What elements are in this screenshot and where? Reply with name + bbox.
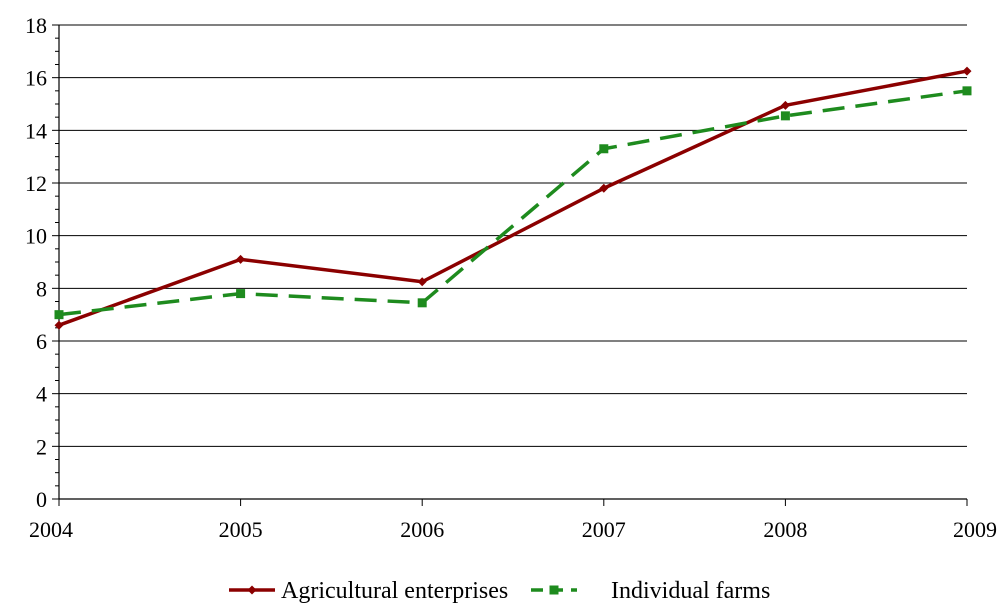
x-axis-ticks: 2004 2005 2006 2007 2008 2009: [29, 499, 997, 542]
series-line: [58, 89, 968, 317]
y-tick-label: 18: [25, 13, 47, 38]
series-line: [58, 69, 968, 327]
x-tick-label: 2007: [582, 517, 626, 542]
legend-item: Individual farms: [531, 578, 770, 604]
data-point: [599, 183, 609, 193]
data-point: [236, 289, 246, 299]
y-tick-label: 2: [36, 434, 47, 459]
data-point: [417, 277, 427, 287]
data-point: [599, 144, 609, 154]
legend: Agricultural enterprises Individual farms: [229, 578, 770, 604]
x-tick-label: 2004: [29, 517, 73, 542]
y-tick-label: 12: [25, 171, 47, 196]
y-tick-label: 8: [36, 276, 47, 301]
x-tick-label: 2005: [219, 517, 263, 542]
x-tick-label: 2006: [400, 517, 444, 542]
data-point: [54, 310, 64, 320]
data-point: [780, 111, 790, 121]
y-tick-label: 16: [25, 66, 47, 91]
legend-marker: [247, 585, 257, 595]
y-axis-ticks: 0 2 4 6 8 10 12 14 16 18: [25, 13, 59, 512]
x-tick-label: 2009: [953, 517, 997, 542]
legend-label: Agricultural enterprises: [281, 578, 508, 604]
series-agricultural-enterprises: [54, 66, 972, 330]
series-individual-farms: [54, 86, 972, 320]
y-tick-label: 14: [25, 118, 47, 143]
legend-label: Individual farms: [611, 578, 770, 604]
data-point: [236, 254, 246, 264]
y-tick-label: 6: [36, 329, 47, 354]
data-point: [962, 86, 972, 96]
legend-marker: [549, 585, 559, 595]
y-tick-label: 10: [25, 224, 47, 249]
legend-item: Agricultural enterprises: [229, 578, 508, 604]
y-tick-label: 0: [36, 487, 47, 512]
y-tick-label: 4: [36, 382, 47, 407]
data-point: [962, 66, 972, 76]
data-point: [54, 320, 64, 330]
x-tick-label: 2008: [763, 517, 807, 542]
data-point: [780, 100, 790, 110]
series-group: [54, 66, 972, 330]
data-point: [417, 298, 427, 308]
